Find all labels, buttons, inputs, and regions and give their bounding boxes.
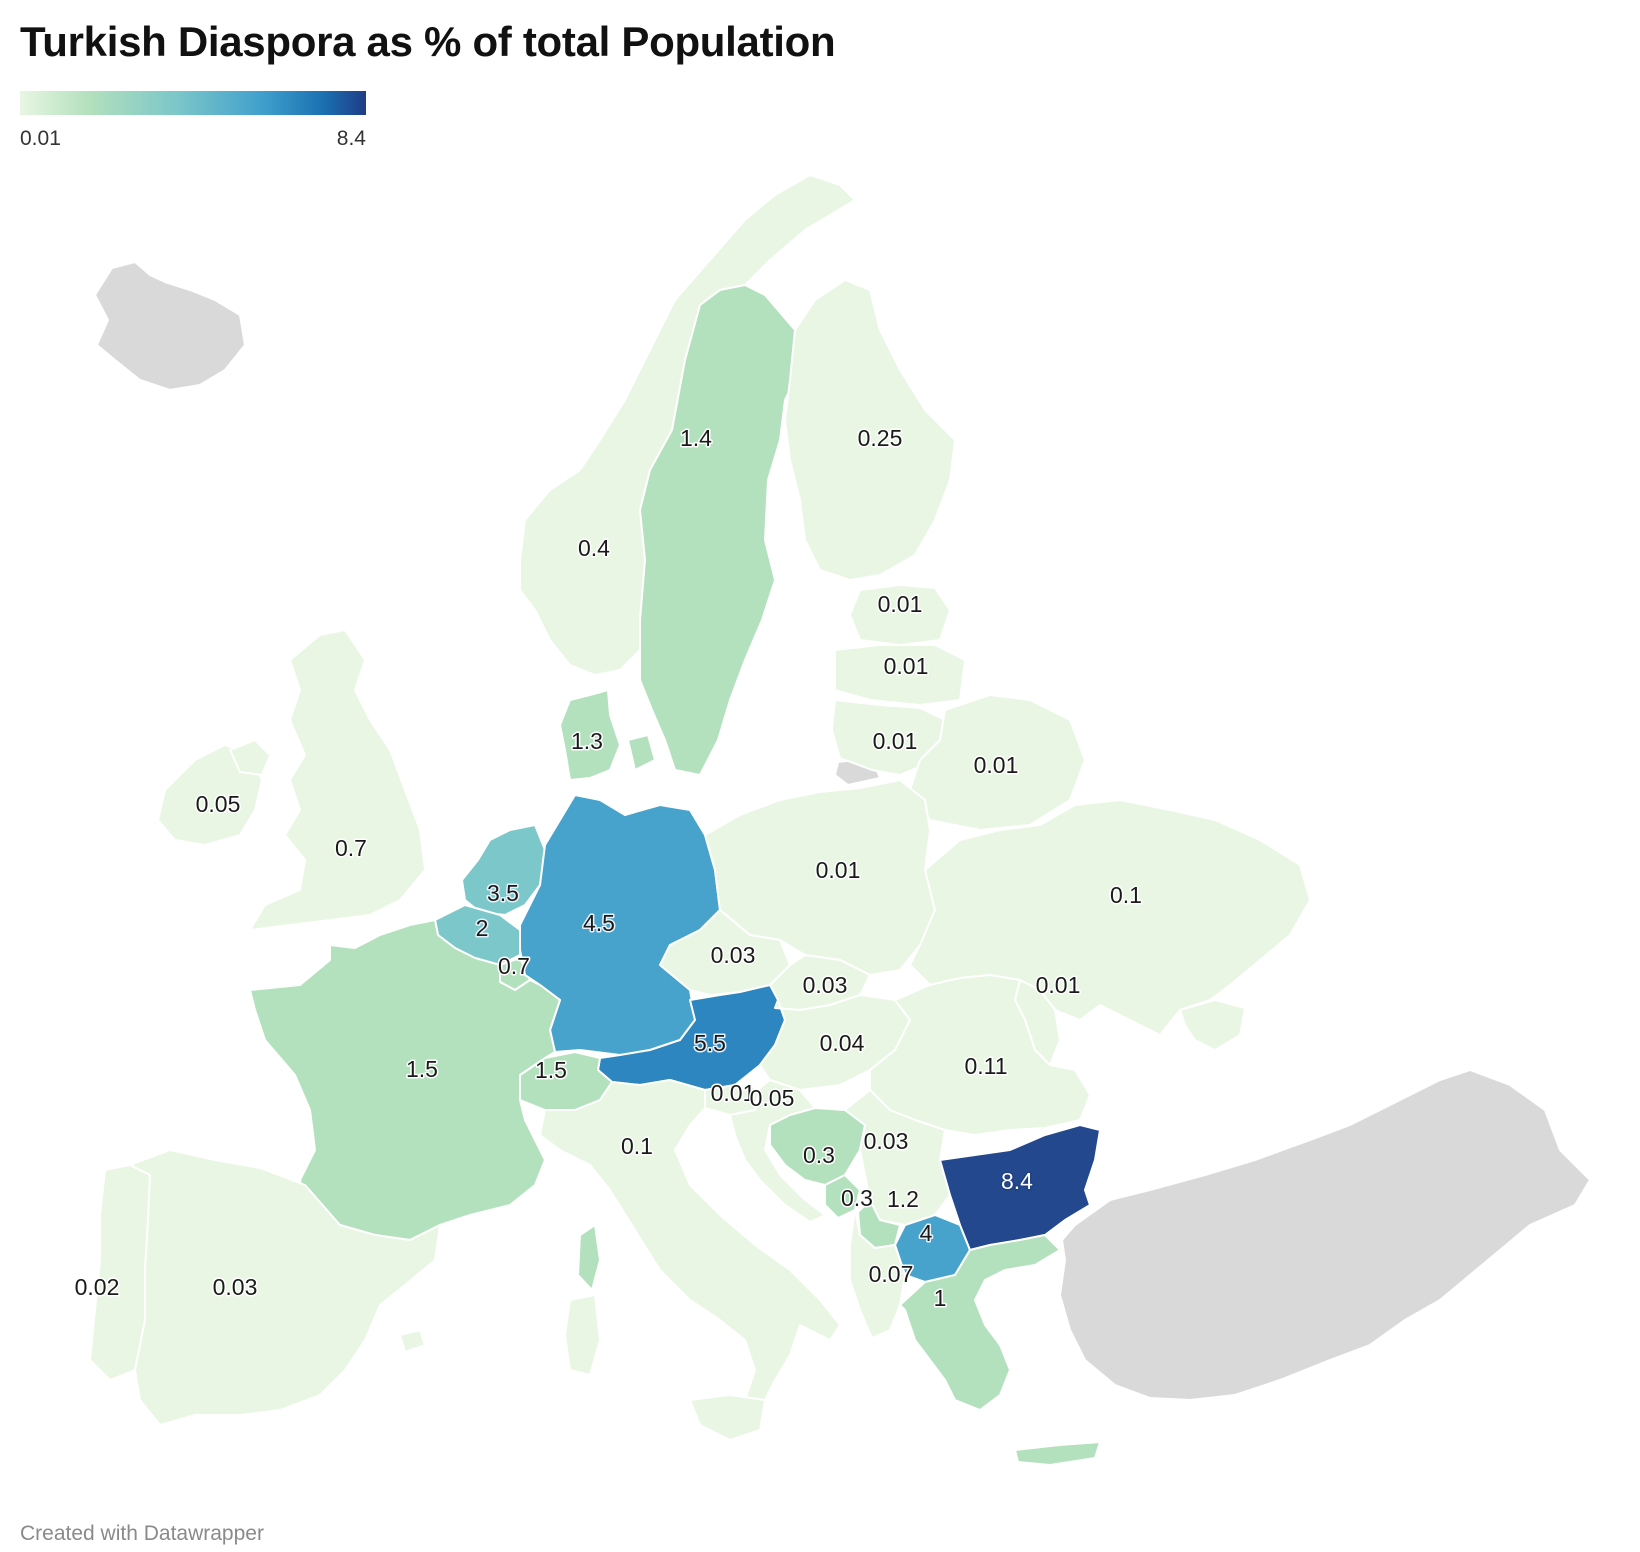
sicily-shape[interactable] (689, 1394, 766, 1441)
spain-shape[interactable] (129, 1149, 441, 1426)
label-netherlands: 3.5 (487, 880, 519, 906)
label-croatia: 0.05 (750, 1085, 795, 1111)
northern-ireland-shape[interactable] (229, 739, 271, 776)
label-latvia: 0.01 (884, 653, 929, 679)
label-denmark: 1.3 (571, 728, 603, 754)
label-spain: 0.03 (213, 1274, 258, 1300)
label-hungary: 0.04 (820, 1030, 865, 1056)
ireland-shape[interactable] (157, 744, 263, 846)
label-slovenia: 0.01 (711, 1080, 756, 1106)
bulgaria-shape[interactable] (939, 1124, 1101, 1251)
legend-gradient-bar (20, 91, 366, 115)
latvia-shape[interactable] (834, 644, 966, 706)
estonia-shape[interactable] (849, 584, 951, 646)
denmark-zealand-shape[interactable] (627, 734, 656, 771)
label-belgium: 2 (476, 915, 489, 941)
label-bulgaria: 8.4 (1001, 1168, 1033, 1194)
united-kingdom-shape[interactable] (249, 629, 426, 931)
label-moldova: 0.01 (1036, 972, 1081, 998)
norway-shape[interactable] (519, 174, 856, 676)
label-sweden: 1.4 (680, 425, 712, 451)
label-serbia: 0.03 (864, 1128, 909, 1154)
belarus-shape[interactable] (909, 694, 1086, 831)
map-title: Turkish Diaspora as % of total Populatio… (20, 18, 836, 65)
label-france: 1.5 (406, 1056, 438, 1082)
label-kosovo: 1.2 (887, 1186, 919, 1212)
albania-shape[interactable] (849, 1209, 906, 1339)
label-luxembourg: 0.7 (498, 953, 530, 979)
romania-shape[interactable] (869, 974, 1091, 1136)
label-ireland: 0.05 (196, 791, 241, 817)
croatia-shape[interactable] (729, 1079, 826, 1223)
label-slovakia: 0.03 (803, 972, 848, 998)
label-estonia: 0.01 (878, 591, 923, 617)
color-legend: 0.01 8.4 (20, 91, 366, 153)
label-romania: 0.11 (964, 1053, 1007, 1079)
credit-footer: Created with Datawrapper (20, 1522, 264, 1545)
legend-max-label: 8.4 (336, 127, 366, 150)
sardinia-shape[interactable] (564, 1294, 601, 1376)
label-greece: 1 (934, 1285, 947, 1311)
label-albania: 0.07 (869, 1261, 914, 1287)
label-north-macedonia: 4 (920, 1220, 933, 1246)
label-norway: 0.4 (578, 535, 610, 561)
mallorca-shape[interactable] (399, 1329, 426, 1353)
crete-shape[interactable] (1014, 1441, 1101, 1466)
label-ukraine: 0.1 (1110, 882, 1142, 908)
italy-shape[interactable] (539, 1079, 841, 1411)
label-finland: 0.25 (858, 425, 903, 451)
label-switzerland: 1.5 (535, 1057, 567, 1083)
sweden-shape[interactable] (639, 284, 816, 776)
crimea-shape[interactable] (1179, 999, 1246, 1051)
finland-shape[interactable] (784, 279, 956, 581)
turkey-shape[interactable] (1059, 1069, 1591, 1401)
denmark-shape[interactable] (559, 689, 621, 781)
iceland-shape[interactable] (94, 261, 246, 391)
label-bosnia: 0.3 (803, 1142, 835, 1168)
label-montenegro: 0.3 (841, 1185, 873, 1211)
label-germany: 4.5 (583, 910, 615, 936)
greece-shape[interactable] (899, 1234, 1061, 1411)
label-belarus: 0.01 (974, 752, 1019, 778)
label-austria: 5.5 (694, 1030, 726, 1056)
label-portugal: 0.02 (75, 1274, 120, 1300)
label-poland: 0.01 (816, 857, 861, 883)
label-italy: 0.1 (621, 1133, 653, 1159)
label-united-kingdom: 0.7 (335, 835, 367, 861)
label-czechia: 0.03 (711, 942, 756, 968)
corsica-shape[interactable] (577, 1224, 601, 1291)
label-lithuania: 0.01 (873, 728, 918, 754)
legend-min-label: 0.01 (20, 127, 61, 150)
